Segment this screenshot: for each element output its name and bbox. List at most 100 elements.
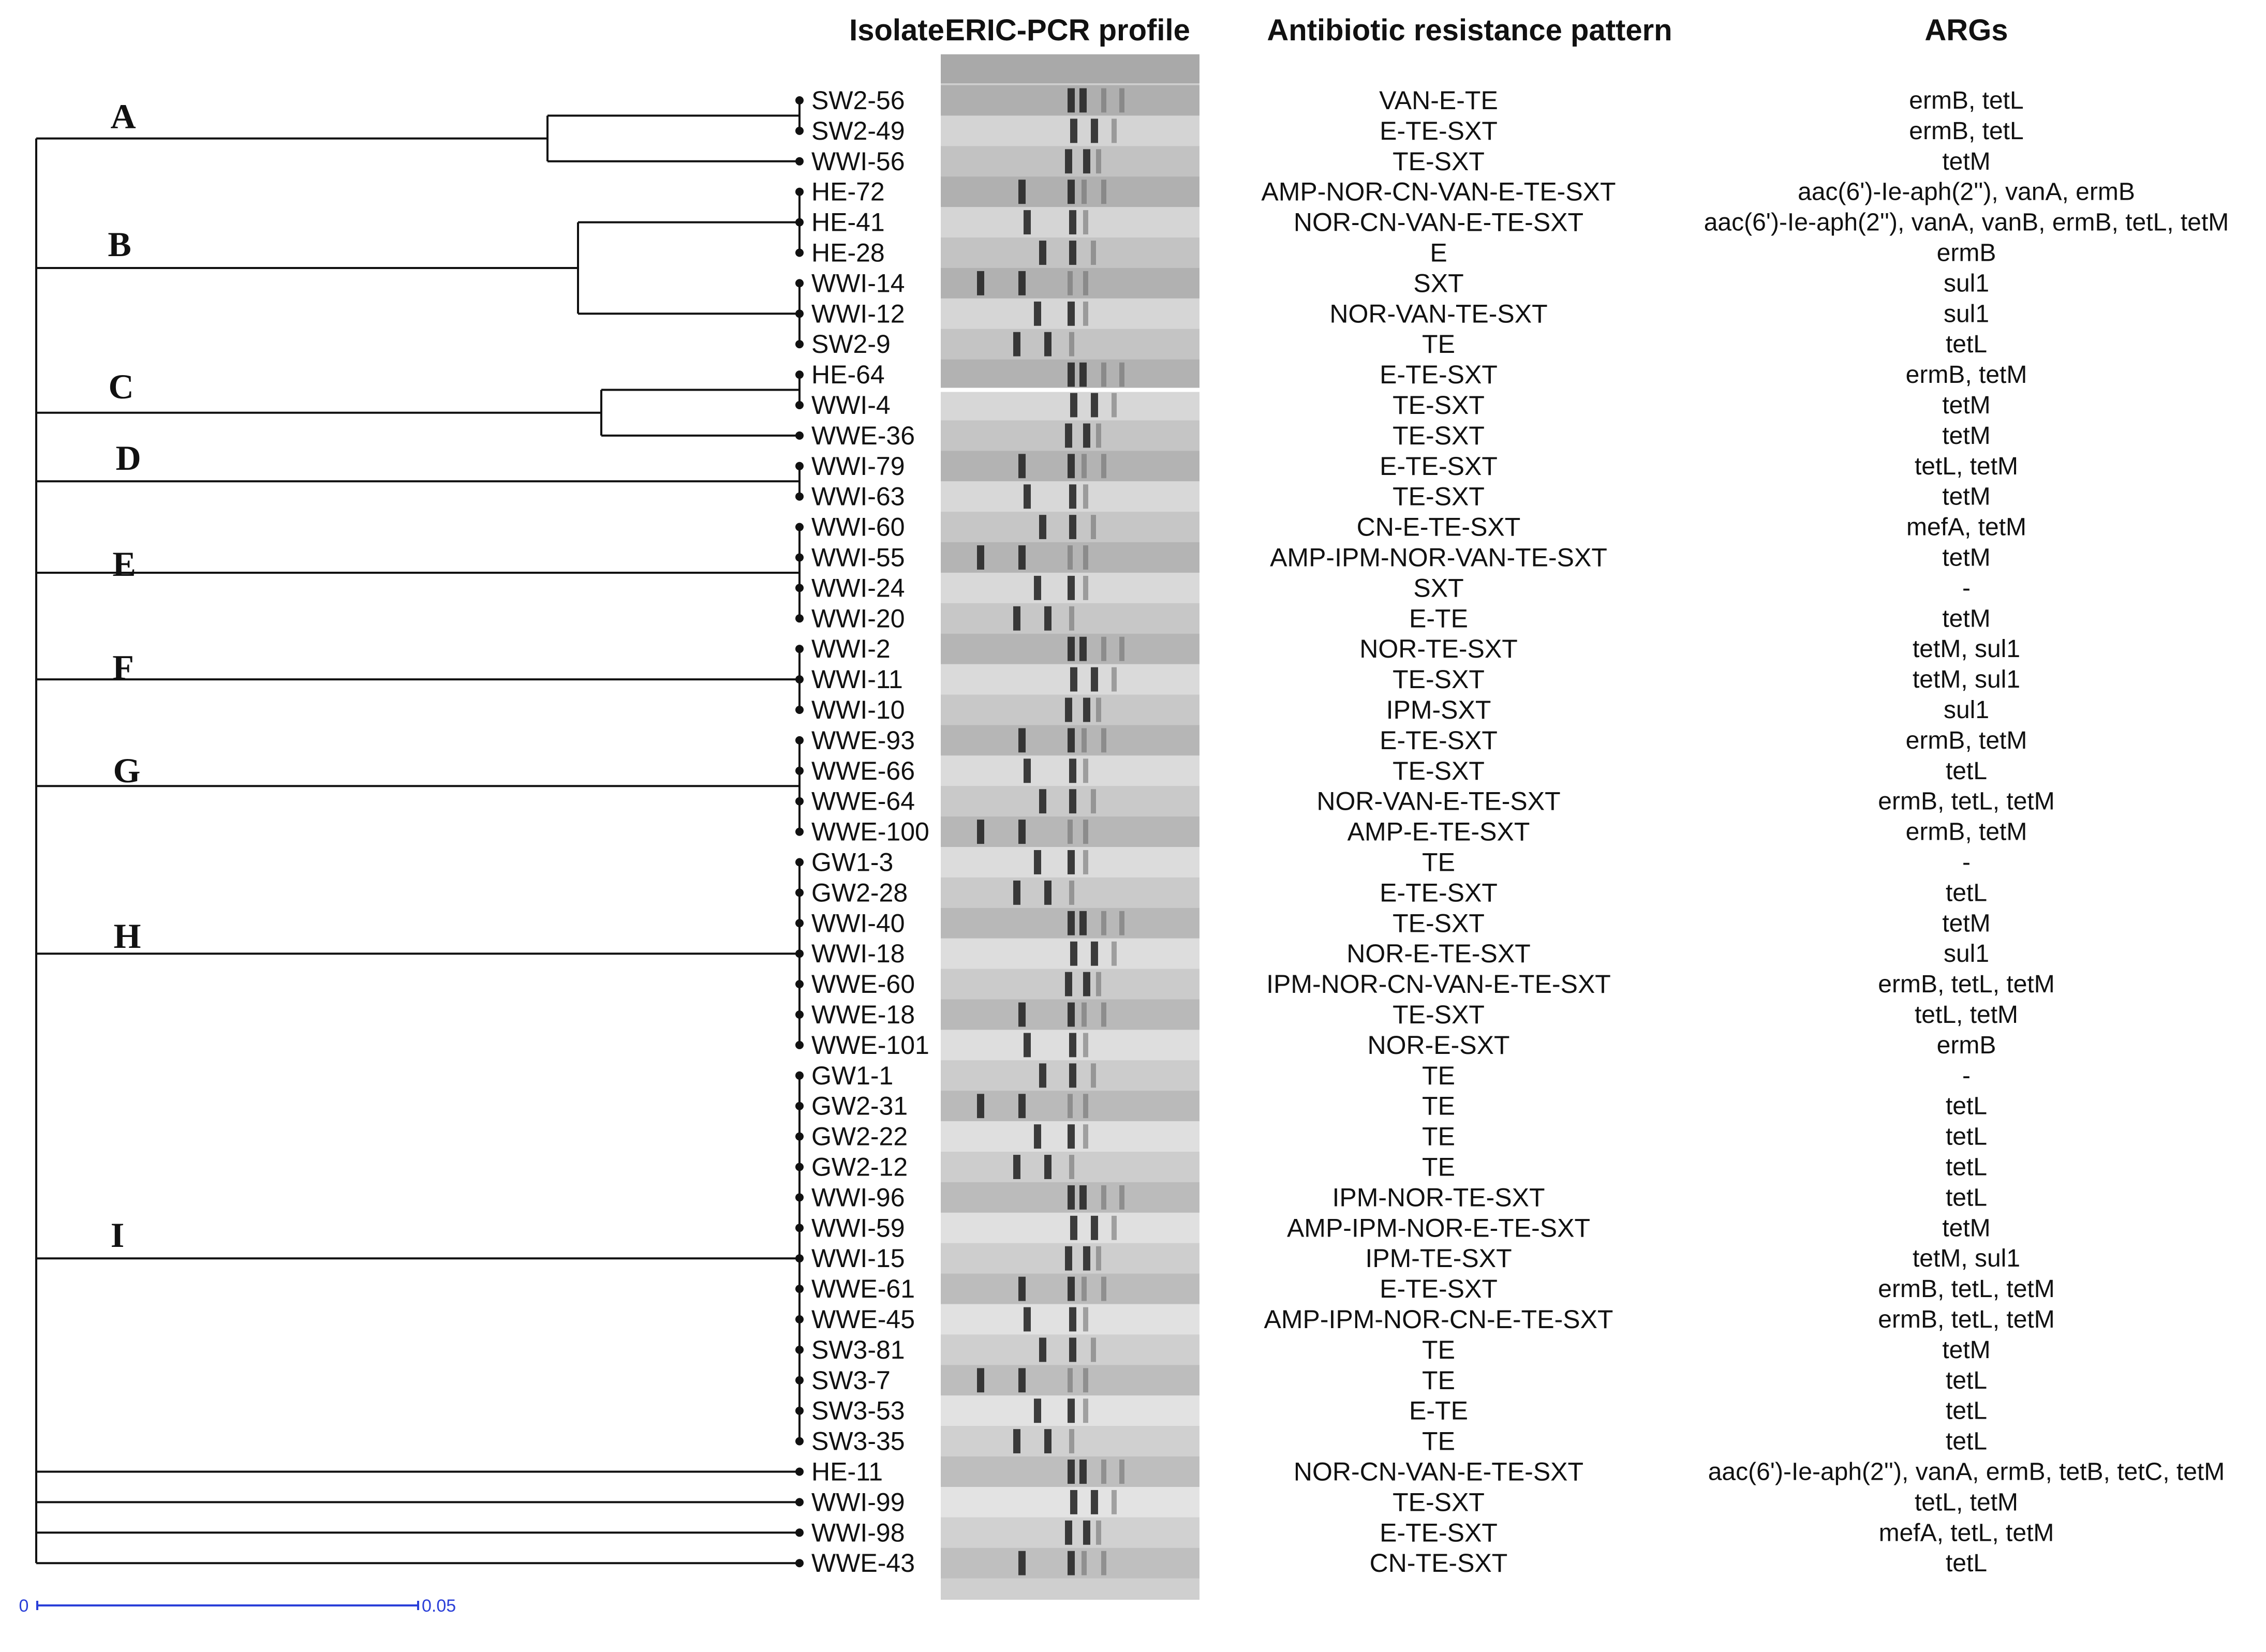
leaf-node: [795, 919, 804, 928]
leaf-node: [795, 980, 804, 989]
table-row: SW3-7 TE tetL: [795, 1366, 1987, 1395]
gel-band: [1079, 88, 1087, 113]
resistance-pattern: AMP-E-TE-SXT: [1347, 817, 1530, 846]
gel-band: [1068, 1276, 1075, 1301]
table-row: WWI-63 TE-SXT tetM: [795, 482, 1991, 511]
table-row: GW1-1 TE -: [795, 1061, 1971, 1090]
scale-bar-end-label: 0.05: [422, 1596, 456, 1616]
table-row: WWI-24 SXT -: [795, 573, 1971, 602]
leaf-node: [795, 492, 804, 501]
gel-band: [1101, 1551, 1106, 1575]
gel-band: [1069, 1307, 1076, 1332]
gel-band: [1101, 1002, 1106, 1027]
args-value: tetL: [1946, 1550, 1987, 1577]
gel-band: [1018, 180, 1026, 204]
gel-band: [1083, 423, 1090, 448]
gel-band: [1068, 88, 1075, 113]
gel-band: [1044, 880, 1051, 905]
gel-band: [1091, 241, 1096, 265]
table-row: WWE-93 E-TE-SXT ermB, tetM: [795, 726, 2027, 755]
gel-band: [1013, 606, 1020, 631]
leaf-node: [795, 614, 804, 623]
gel-band: [1112, 1490, 1117, 1514]
args-value: aac(6')-Ie-aph(2''), vanA, ermB, tetB, t…: [1708, 1458, 2225, 1486]
args-value: tetM: [1942, 910, 1990, 937]
gel-band: [977, 1094, 984, 1119]
resistance-pattern: TE: [1422, 1366, 1455, 1395]
leaf-node: [795, 888, 804, 897]
pattern-header: Antibiotic resistance pattern: [1267, 13, 1672, 47]
leaf-node: [795, 1345, 804, 1354]
leaf-node: [795, 523, 804, 531]
gel-band: [1065, 1246, 1072, 1271]
leaf-node: [795, 431, 804, 440]
leaf-node: [795, 1224, 804, 1232]
isolate-label: SW3-53: [811, 1396, 905, 1425]
gel-band: [1101, 1276, 1106, 1301]
gel-band: [1069, 758, 1076, 783]
isolate-label: WWI-10: [811, 695, 905, 724]
resistance-pattern: IPM-NOR-TE-SXT: [1332, 1183, 1545, 1212]
scale-bar-start-label: 0: [19, 1596, 29, 1616]
table-row: GW2-28 E-TE-SXT tetL: [795, 878, 1987, 907]
args-value: -: [1962, 1062, 1971, 1090]
args-value: ermB, tetL, tetM: [1878, 971, 2054, 998]
gel-band: [1096, 149, 1101, 174]
resistance-pattern: E-TE-SXT: [1380, 452, 1498, 481]
isolate-label: WWI-11: [811, 665, 903, 694]
gel-band: [1013, 1429, 1020, 1454]
isolate-label: SW3-7: [811, 1366, 891, 1395]
table-row: GW1-3 TE -: [795, 848, 1971, 877]
isolate-label: HE-28: [811, 239, 885, 267]
gel-band: [1068, 1002, 1075, 1027]
args-value: tetM: [1942, 148, 1990, 175]
table-row: WWI-11 TE-SXT tetM, sul1: [795, 665, 2020, 694]
gel-band: [1065, 1520, 1072, 1545]
gel-band: [1068, 454, 1075, 479]
args-value: sul1: [1944, 270, 1989, 297]
leaf-node: [795, 1163, 804, 1171]
gel-band: [1101, 88, 1106, 113]
isolate-label: WWE-100: [811, 817, 929, 846]
gel-band: [1018, 545, 1026, 570]
gel-band: [1039, 1337, 1046, 1362]
args-value: tetL, tetM: [1915, 453, 2018, 480]
gel-band: [1070, 1215, 1077, 1240]
table-row: WWE-18 TE-SXT tetL, tetM: [795, 1000, 2018, 1029]
gel-band: [1083, 1094, 1088, 1119]
args-value: tetM: [1942, 605, 1990, 632]
table-row: SW2-9 TE tetL: [795, 330, 1987, 359]
table-row: GW2-31 TE tetL: [795, 1092, 1987, 1121]
gel-band: [1018, 454, 1026, 479]
leaf-node: [795, 401, 804, 409]
resistance-pattern: CN-E-TE-SXT: [1357, 513, 1521, 542]
args-value: tetL, tetM: [1915, 1001, 2018, 1029]
gel-band: [977, 820, 984, 844]
args-value: tetL: [1946, 1367, 1987, 1394]
gel-band: [1079, 636, 1087, 661]
gel-band: [1091, 1215, 1098, 1240]
isolate-label: WWI-14: [811, 269, 905, 297]
resistance-pattern: NOR-E-TE-SXT: [1346, 939, 1531, 968]
resistance-pattern: TE-SXT: [1393, 147, 1485, 176]
leaf-node: [795, 1406, 804, 1415]
args-value: ermB, tetM: [1906, 818, 2027, 846]
resistance-pattern: E-TE: [1409, 604, 1468, 633]
gel-band: [1091, 1063, 1096, 1088]
gel-band: [1068, 728, 1075, 753]
table-row: WWI-98 E-TE-SXT mefA, tetL, tetM: [795, 1518, 2054, 1547]
leaf-node: [795, 1528, 804, 1537]
profile-header: ERIC-PCR profile: [945, 13, 1190, 47]
cluster-labels: A B C D E F G H I: [108, 97, 141, 1255]
gel-band: [1091, 789, 1096, 814]
gel-band: [1070, 667, 1077, 692]
args-value: tetL: [1946, 1428, 1987, 1455]
resistance-pattern: AMP-IPM-NOR-VAN-TE-SXT: [1270, 543, 1607, 572]
gel-band: [1024, 210, 1031, 235]
gel-band: [977, 271, 984, 295]
gel-band: [1013, 1155, 1020, 1179]
table-row: WWI-40 TE-SXT tetM: [795, 909, 1991, 937]
isolate-label: WWI-12: [811, 299, 905, 328]
args-value: tetM: [1942, 1336, 1990, 1364]
gel-band: [1068, 820, 1073, 844]
